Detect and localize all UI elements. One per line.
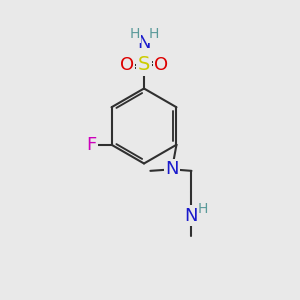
Text: O: O (119, 56, 134, 74)
Text: F: F (86, 136, 97, 154)
Text: H: H (198, 202, 208, 216)
Text: N: N (137, 34, 151, 52)
Text: N: N (165, 160, 179, 178)
Text: H: H (129, 28, 140, 41)
Text: S: S (138, 55, 150, 74)
Text: O: O (154, 56, 169, 74)
Text: N: N (185, 207, 198, 225)
Text: H: H (148, 28, 159, 41)
